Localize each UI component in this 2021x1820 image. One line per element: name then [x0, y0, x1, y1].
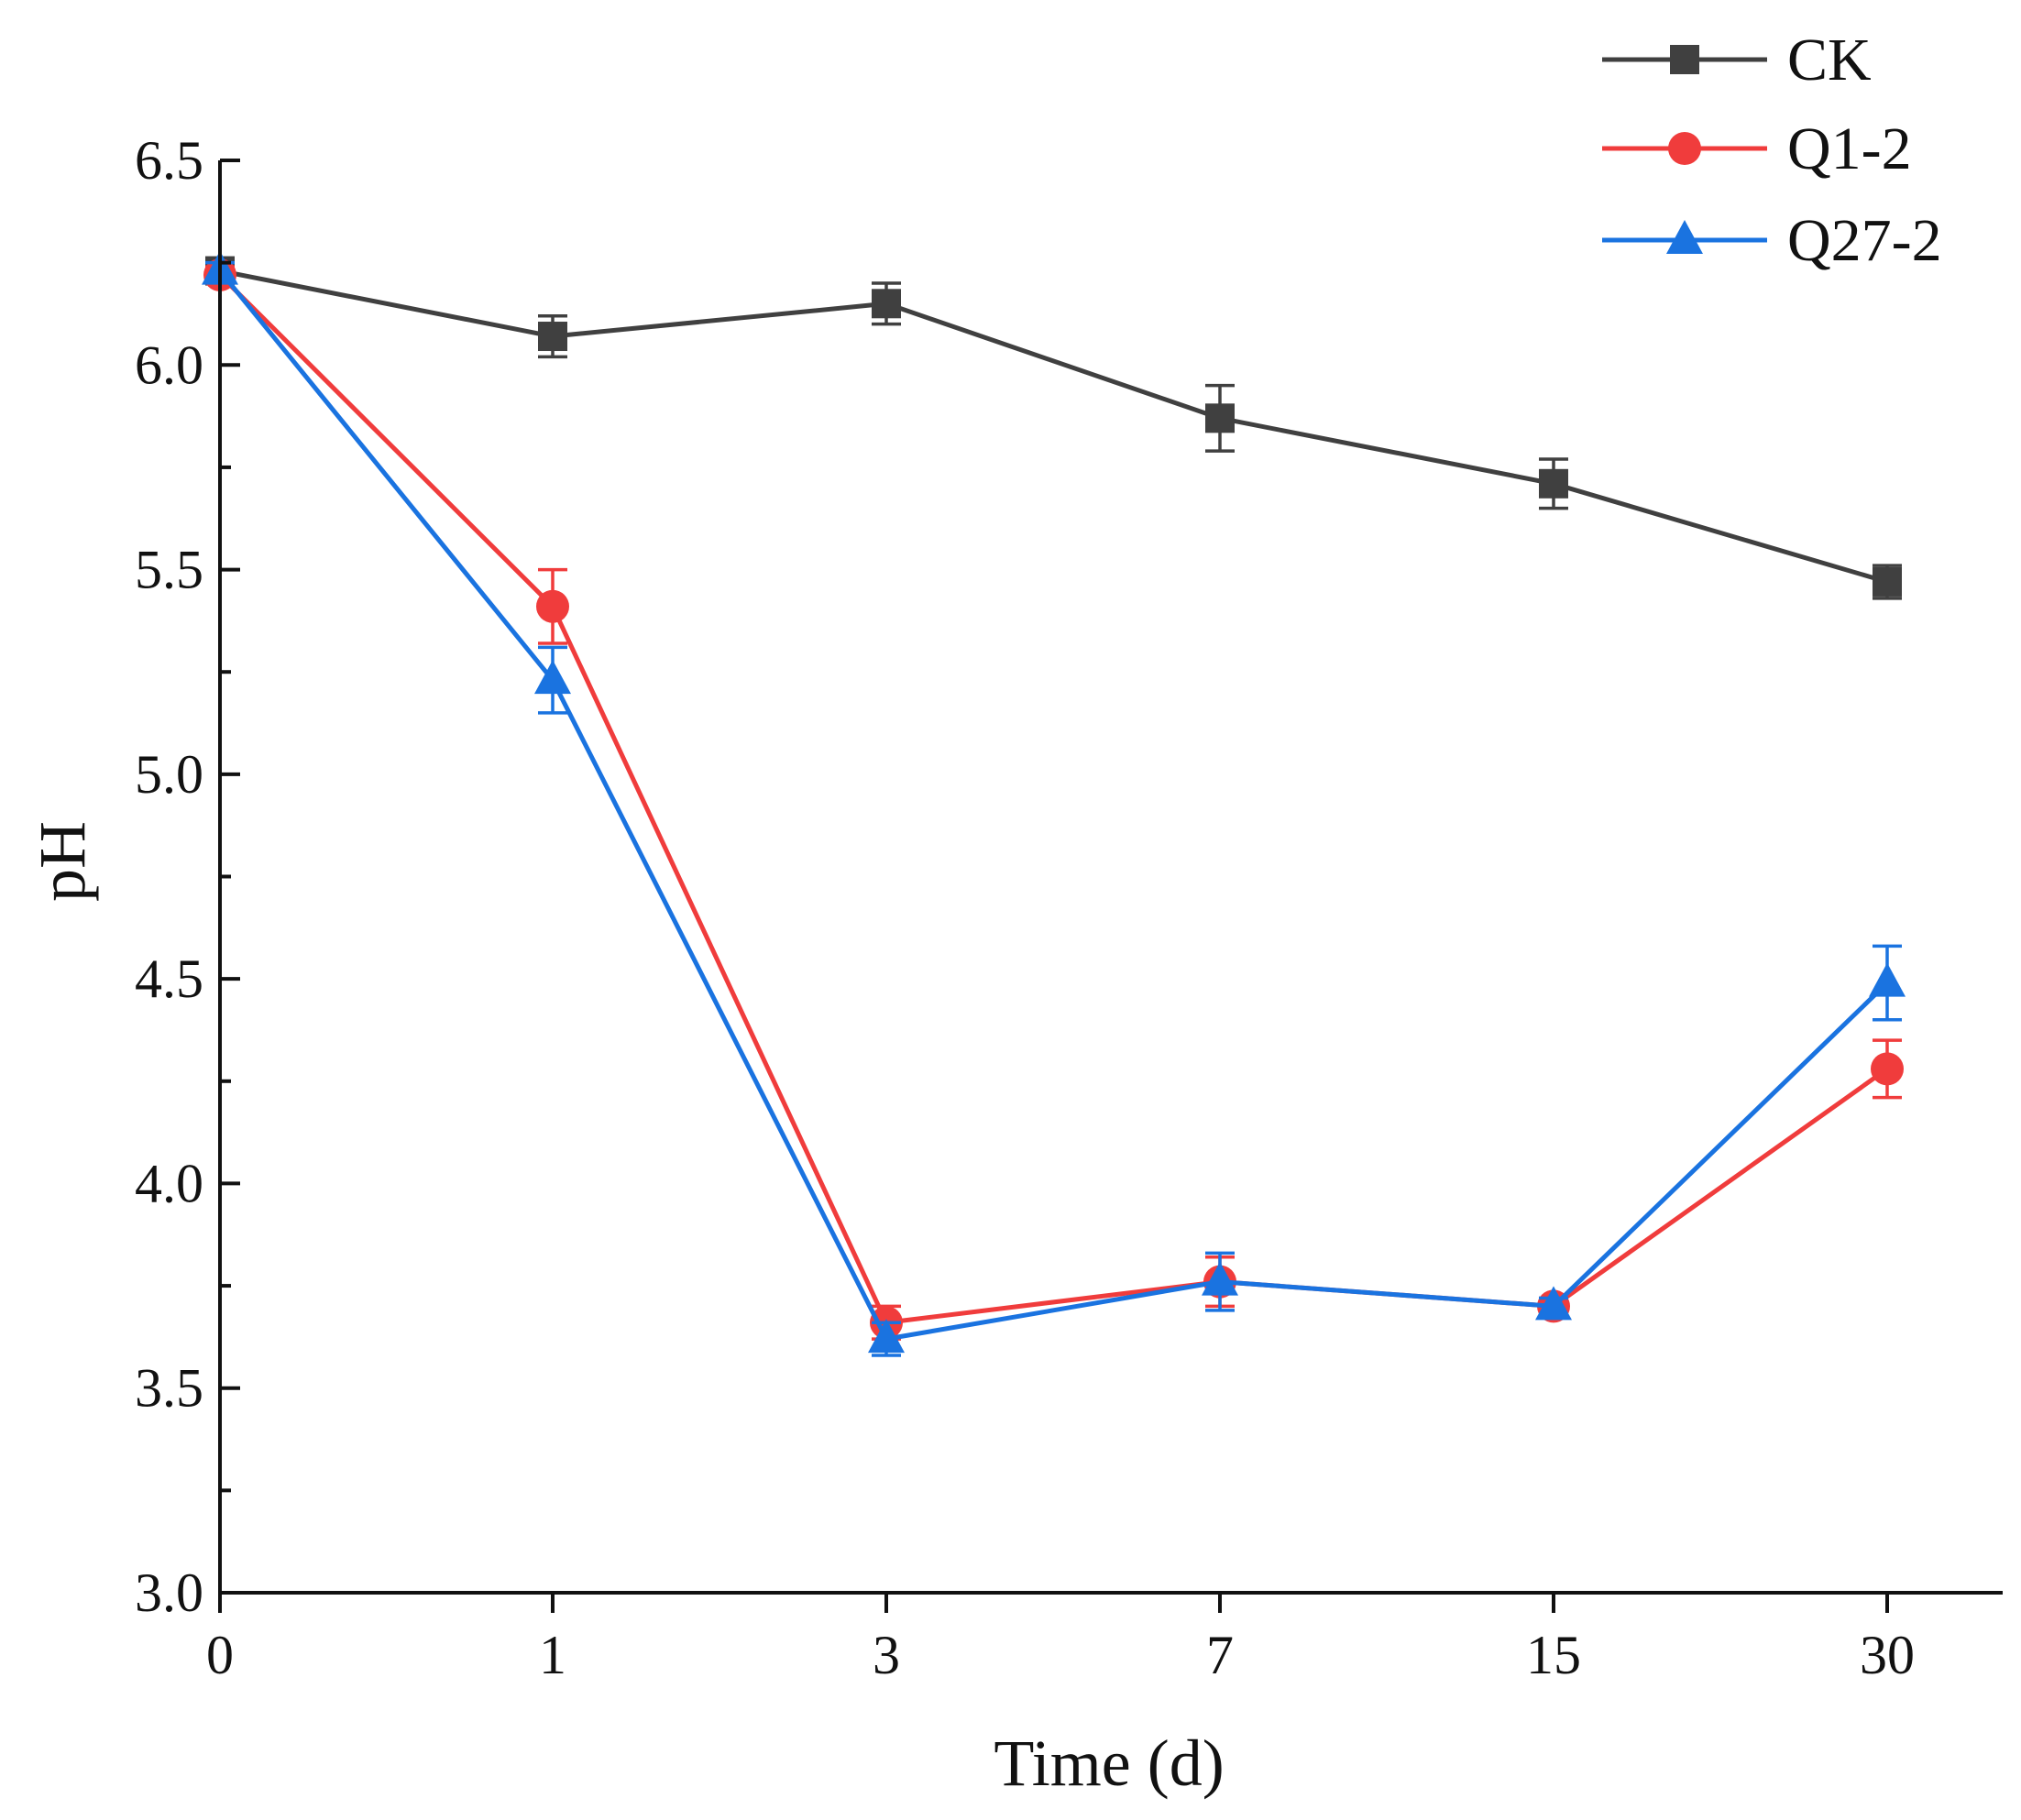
legend: CK Q1-2 Q27-2	[1602, 27, 1942, 274]
y-tick-label: 6.0	[135, 334, 203, 395]
y-tick-label: 6.5	[135, 130, 203, 191]
legend-marker	[1670, 45, 1699, 74]
x-tick-label: 30	[1860, 1625, 1915, 1685]
axes-layer: 3.0 3.5 4.0 4.5 5.0 5.5 6.0 6.5 0 1 3 7 15 30	[135, 130, 2003, 1685]
data-point-ck	[872, 289, 901, 319]
data-point-q27-2	[1869, 962, 1906, 997]
legend-marker	[1666, 220, 1703, 254]
series-q1-2	[203, 258, 1904, 1341]
series-line-ck	[219, 269, 1888, 585]
y-tick-label: 5.0	[135, 744, 203, 805]
x-tick-label: 1	[539, 1625, 566, 1685]
series-line-q1-2	[218, 273, 1889, 1325]
data-point-q27-2	[868, 1319, 905, 1354]
data-point-q27-2	[1535, 1286, 1572, 1321]
series-line-q27-2	[218, 269, 1889, 1342]
data-point-ck	[1539, 468, 1568, 499]
data-point-q1-2	[536, 589, 569, 623]
legend-item-ck: CK	[1602, 27, 1872, 93]
legend-item-q27-2: Q27-2	[1602, 207, 1942, 274]
data-point-q27-2	[534, 660, 571, 695]
x-tick-label: 15	[1526, 1625, 1581, 1685]
data-point-q27-2	[1202, 1261, 1238, 1296]
x-tick-label: 7	[1206, 1625, 1234, 1685]
series-layer	[202, 250, 1906, 1357]
y-tick-label: 5.5	[135, 540, 203, 600]
x-tick-label: 0	[206, 1625, 234, 1685]
y-tick-label: 3.0	[135, 1562, 203, 1623]
x-tick-label: 3	[873, 1625, 900, 1685]
y-tick-label: 3.5	[135, 1358, 203, 1419]
x-axis-title: Time (d)	[994, 1727, 1224, 1800]
y-axis-title: pH	[26, 821, 99, 902]
series-ck	[205, 256, 1902, 600]
data-point-ck	[1205, 403, 1235, 433]
series-q27-2	[202, 250, 1906, 1357]
y-tick-label: 4.0	[135, 1153, 203, 1213]
legend-item-q1-2: Q1-2	[1602, 115, 1912, 182]
y-tick-label: 4.5	[135, 948, 203, 1009]
data-point-ck	[538, 322, 567, 352]
legend-label: Q27-2	[1787, 207, 1942, 274]
legend-label: CK	[1787, 27, 1872, 93]
legend-label: Q1-2	[1787, 115, 1912, 182]
data-point-ck	[1873, 566, 1902, 597]
data-point-q1-2	[1871, 1052, 1904, 1086]
legend-marker	[1668, 132, 1701, 165]
